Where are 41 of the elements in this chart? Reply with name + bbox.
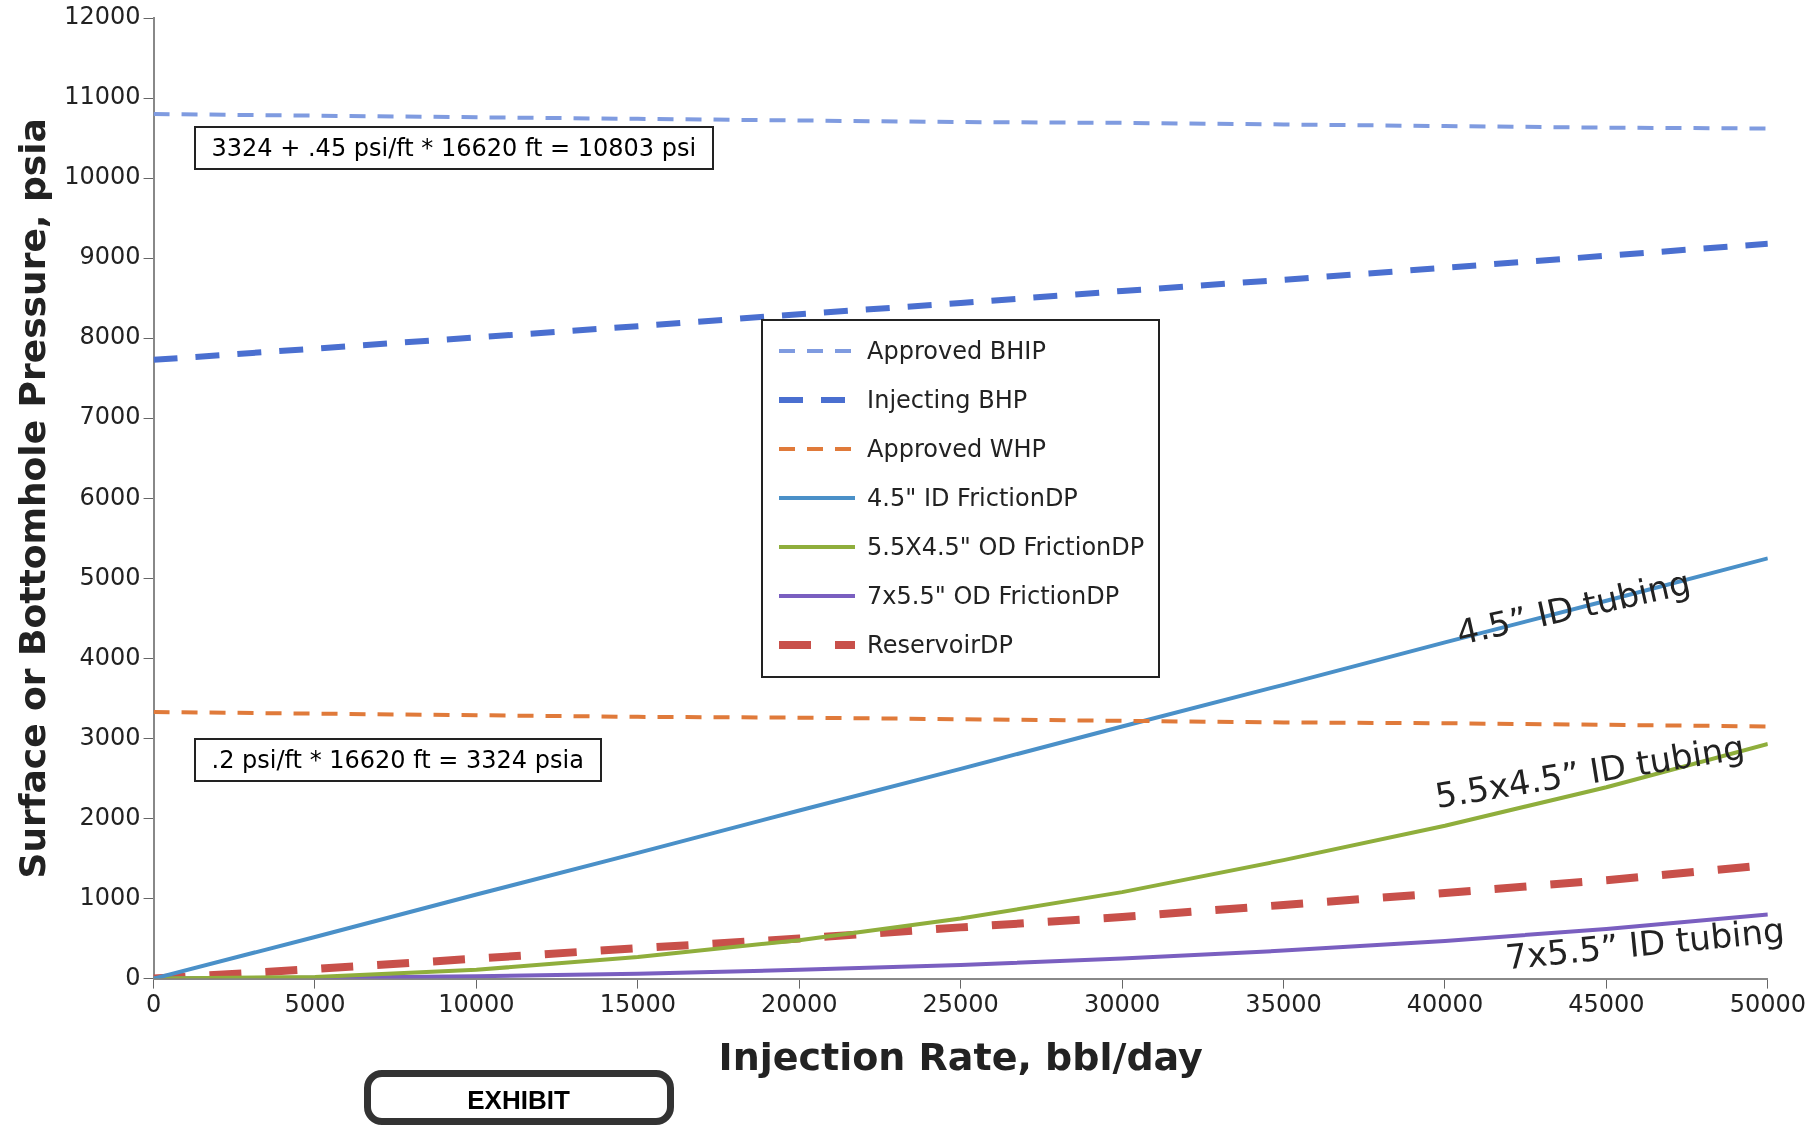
y-tick-label: 10000 xyxy=(64,162,141,191)
line-series xyxy=(153,710,1768,729)
y-tick-label: 6000 xyxy=(79,482,141,511)
text: EXHIBIT xyxy=(363,1070,674,1125)
annotation: 7x5.5” ID tubing xyxy=(1503,909,1787,978)
legend-label: 7x5.5" OD FrictionDP xyxy=(867,582,1120,611)
y-tick-label: 2000 xyxy=(79,802,141,831)
annotation: 3324 + .45 psi/ft * 16620 ft = 10803 psi xyxy=(193,126,715,171)
y-tick-label: 3000 xyxy=(79,722,141,751)
x-tick-label: 35000 xyxy=(1245,990,1322,1019)
x-tick-label: 25000 xyxy=(922,990,999,1019)
y-tick-label: 7000 xyxy=(79,402,141,431)
x-tick-label: 45000 xyxy=(1568,990,1645,1019)
line-series xyxy=(153,112,1768,131)
x-tick-label: 40000 xyxy=(1406,990,1484,1019)
legend-label: 5.5X4.5" OD FrictionDP xyxy=(867,533,1145,562)
legend-label: Approved WHP xyxy=(867,435,1047,464)
legend-label: 4.5" ID FrictionDP xyxy=(867,484,1078,513)
annotation: .2 psi/ft * 16620 ft = 3324 psia xyxy=(193,738,602,783)
annotation: 4.5” ID tubing xyxy=(1452,561,1695,653)
x-axis-title: Injection Rate, bbl/day xyxy=(718,1035,1204,1080)
y-tick-label: 4000 xyxy=(79,642,141,671)
y-tick-label: 0 xyxy=(125,962,141,991)
y-tick-label: 1000 xyxy=(79,882,141,911)
x-tick-label: 15000 xyxy=(599,990,677,1019)
x-tick-label: 20000 xyxy=(761,990,838,1019)
x-tick-label: 5000 xyxy=(284,990,346,1019)
y-tick-label: 12000 xyxy=(64,2,141,31)
x-tick-label: 30000 xyxy=(1083,990,1161,1019)
x-tick-label: 10000 xyxy=(438,990,515,1019)
y-tick-label: 9000 xyxy=(79,242,141,271)
y-tick-label: 5000 xyxy=(79,562,141,591)
legend-label: Approved BHIP xyxy=(867,337,1046,366)
x-tick-label: 0 xyxy=(145,990,162,1019)
legend-label: Injecting BHP xyxy=(867,386,1028,415)
y-axis-title: Surface or Bottomhole Pressure, psia xyxy=(11,118,53,879)
legend-label: ReservoirDP xyxy=(867,631,1013,660)
x-tick-label: 50000 xyxy=(1729,990,1807,1019)
annotation: 5.5x4.5” ID tubing xyxy=(1432,726,1748,816)
y-tick-label: 8000 xyxy=(79,322,141,351)
y-tick-label: 11000 xyxy=(64,82,141,111)
